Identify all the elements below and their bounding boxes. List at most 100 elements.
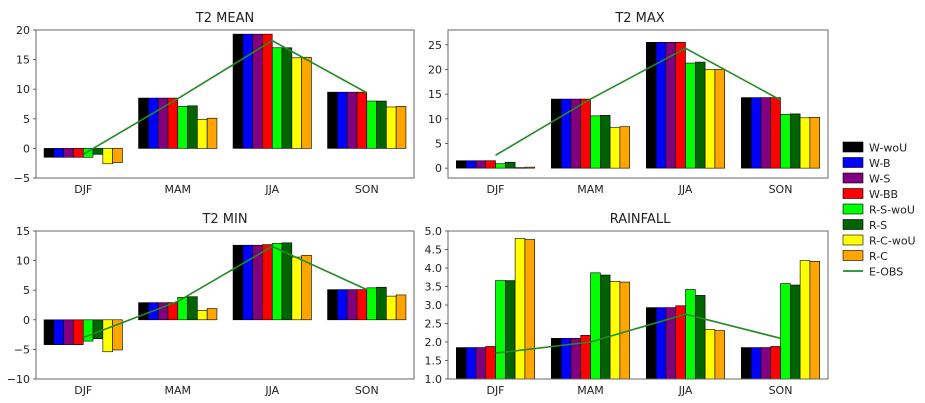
y-tick-label: 5 <box>23 284 30 297</box>
y-tick-label: 20 <box>16 24 30 37</box>
bar <box>376 100 387 149</box>
x-tick-label: SON <box>355 384 379 397</box>
bar <box>271 243 283 321</box>
y-tick-label: −5 <box>14 172 30 185</box>
bar <box>609 127 621 169</box>
bar <box>524 239 536 380</box>
bar <box>675 42 686 169</box>
bar <box>346 91 358 149</box>
bar <box>760 347 772 380</box>
x-tick-label: MAM <box>164 384 191 397</box>
obs-line <box>82 39 368 156</box>
bar <box>770 97 781 169</box>
panel-rainfall: RAINFALL 1.0 1.5 2.0 2.5 3.0 3.5 4.0 4.5 5.0 DJF M… <box>425 212 829 397</box>
legend-swatch <box>842 157 864 168</box>
chart-title: T2 MEAN <box>195 11 254 26</box>
y-tick-label: 15 <box>428 88 442 101</box>
legend-label: W-S <box>869 173 890 186</box>
bar <box>197 310 208 321</box>
bar <box>619 126 631 169</box>
bar <box>73 319 84 345</box>
bar <box>550 98 562 169</box>
bar <box>232 244 244 321</box>
y-tick-label: 3.5 <box>425 281 443 294</box>
bar <box>138 97 149 149</box>
bar <box>694 295 706 380</box>
x-tick-label: SON <box>355 183 379 196</box>
y-tick-label: −5 <box>14 343 30 356</box>
bar <box>465 347 477 380</box>
x-tick-label: DJF <box>74 183 92 196</box>
bar <box>514 238 526 380</box>
y-tick-label: 15 <box>16 225 30 238</box>
plot-frame <box>35 230 415 380</box>
bar <box>789 113 801 169</box>
bar <box>376 286 387 321</box>
bar <box>590 115 601 169</box>
bar <box>809 117 821 169</box>
panel-t2-min: T2 MIN −10 −5 0 5 10 15 DJF MAM JJA SON <box>7 212 415 397</box>
bar <box>337 289 348 321</box>
bar <box>685 289 696 380</box>
bar <box>514 167 526 169</box>
bar <box>770 346 781 380</box>
y-tick-label: 5 <box>23 113 30 126</box>
bar <box>685 62 696 169</box>
bar <box>645 307 657 380</box>
y-tick-label: 1.0 <box>425 373 443 386</box>
bar <box>665 42 677 169</box>
bar <box>760 97 772 169</box>
bar <box>138 302 149 321</box>
bar <box>504 280 516 380</box>
bar <box>590 272 601 380</box>
bar <box>73 148 84 158</box>
x-tick-label: JJA <box>678 384 693 397</box>
bar <box>455 160 467 169</box>
legend-label: R-C-woU <box>869 235 916 248</box>
bar <box>655 307 667 380</box>
y-tick-label: 0 <box>435 162 442 175</box>
bar <box>291 256 302 321</box>
bar <box>271 47 283 149</box>
y-tick-label: 15 <box>16 54 30 67</box>
bar <box>63 148 74 158</box>
bar <box>43 148 55 158</box>
y-tick-label: 20 <box>428 63 442 76</box>
bar <box>475 347 486 380</box>
legend-label: R-S <box>869 219 887 232</box>
bar <box>609 281 621 380</box>
bar <box>386 295 397 321</box>
x-tick-label: JJA <box>264 384 279 397</box>
bar <box>63 319 74 345</box>
y-tick-label: 1.5 <box>425 355 443 368</box>
legend-swatch <box>842 219 864 230</box>
bar <box>301 254 312 321</box>
bar <box>799 117 811 169</box>
bar <box>560 98 572 169</box>
bar <box>799 260 811 380</box>
y-tick-label: 0 <box>23 142 30 155</box>
bar <box>694 61 706 169</box>
bar <box>187 105 198 149</box>
bar <box>524 166 536 169</box>
legend-label: W-BB <box>869 188 898 201</box>
plot-frame <box>447 29 829 179</box>
legend-label: W-B <box>869 157 891 170</box>
bar <box>197 119 208 149</box>
y-tick-label: −10 <box>7 373 30 386</box>
bar <box>281 47 293 149</box>
legend-label: E-OBS <box>869 266 903 279</box>
obs-line <box>495 313 781 354</box>
y-tick-label: 10 <box>16 255 30 268</box>
legend-swatch <box>842 188 864 199</box>
x-tick-label: JJA <box>678 183 693 196</box>
bar <box>704 329 716 380</box>
bar <box>53 319 64 345</box>
x-tick-label: SON <box>769 183 793 196</box>
bar <box>291 57 302 149</box>
bar <box>504 161 516 169</box>
bar <box>102 319 113 353</box>
y-tick-label: 5 <box>435 137 442 150</box>
bar <box>206 117 218 149</box>
